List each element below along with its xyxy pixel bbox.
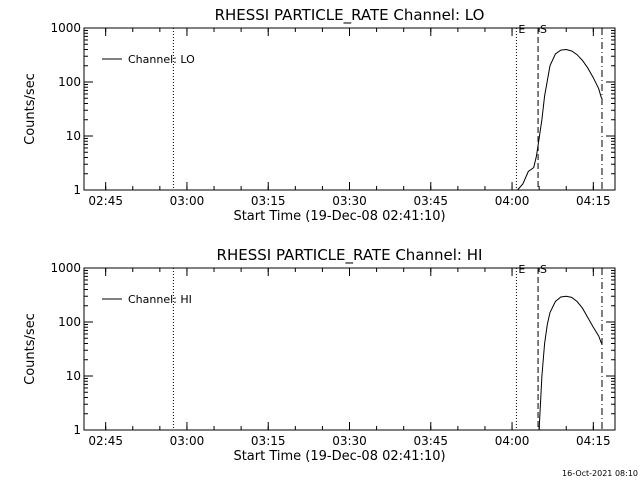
- chart-title: RHESSI PARTICLE_RATE Channel: LO: [215, 6, 485, 25]
- x-tick-label: 02:45: [88, 194, 123, 208]
- print-timestamp: 16-Oct-2021 08:10: [562, 469, 638, 478]
- panel-hi: RHESSI PARTICLE_RATE Channel: HI 1 10 100 10…: [23, 246, 616, 464]
- x-tick-label: 04:15: [576, 194, 611, 208]
- y-axis-label: Counts/sec: [23, 73, 38, 145]
- y-tick-label: 1: [73, 183, 81, 197]
- x-axis-label: Start Time (19-Dec-08 02:41:10): [233, 209, 445, 224]
- legend-label: Channel: HI: [128, 293, 192, 306]
- y-tick-label: 100: [58, 315, 81, 329]
- x-tick-label: 04:00: [495, 194, 530, 208]
- legend-label: Channel: LO: [128, 53, 195, 66]
- x-tick-label: 03:00: [170, 434, 205, 448]
- x-tick-label: 03:45: [413, 194, 448, 208]
- y-axis-label: Counts/sec: [23, 313, 38, 385]
- y-tick-label: 10: [66, 129, 81, 143]
- y-tick-label: 1000: [50, 21, 81, 35]
- x-tick-label: 04:00: [495, 434, 530, 448]
- x-tick-label: 03:30: [332, 434, 367, 448]
- x-tick-label: 03:45: [413, 434, 448, 448]
- event-label: E: [518, 263, 525, 276]
- event-label: S: [540, 23, 547, 36]
- series-line: [517, 48, 602, 191]
- x-tick-label: 04:15: [576, 434, 611, 448]
- y-tick-label: 1: [73, 423, 81, 437]
- x-tick-label: 03:30: [332, 194, 367, 208]
- y-tick-label: 100: [58, 75, 81, 89]
- series-line: [538, 295, 602, 431]
- x-tick-label: 03:15: [251, 434, 286, 448]
- x-tick-label: 03:15: [251, 194, 286, 208]
- y-tick-label: 1000: [50, 261, 81, 275]
- x-axis-label: Start Time (19-Dec-08 02:41:10): [233, 449, 445, 464]
- event-label: E: [518, 23, 525, 36]
- event-label: S: [540, 263, 547, 276]
- x-tick-label: 02:45: [88, 434, 123, 448]
- y-tick-label: 10: [66, 369, 81, 383]
- x-tick-label: 03:00: [170, 194, 205, 208]
- panel-lo: RHESSI PARTICLE_RATE Channel: LO 1 10 100 10…: [23, 6, 616, 224]
- chart-title: RHESSI PARTICLE_RATE Channel: HI: [217, 246, 483, 265]
